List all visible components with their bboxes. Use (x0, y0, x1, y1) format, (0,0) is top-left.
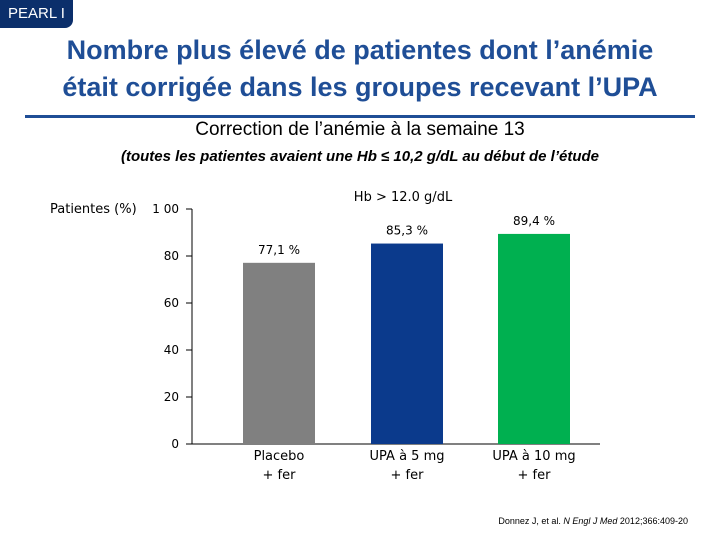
y-tick-label: 1 00 (152, 202, 179, 216)
y-tick-label: 80 (164, 249, 179, 263)
x-category-label: UPA à 10 mg (492, 449, 575, 464)
citation: Donnez J, et al. N Engl J Med 2012;366:4… (498, 516, 688, 526)
title-line-1: Nombre plus élevé de patientes dont l’an… (66, 35, 654, 65)
citation-details: 2012;366:409-20 (617, 516, 688, 526)
y-tick-label: 0 (171, 437, 179, 451)
x-category-label: + fer (263, 468, 297, 483)
citation-journal: N Engl J Med (563, 516, 618, 526)
study-tag: PEARL I (0, 0, 73, 28)
citation-authors: Donnez J, et al. (498, 516, 564, 526)
title-divider (25, 115, 695, 118)
y-tick-label: 40 (164, 343, 179, 357)
bar (243, 262, 315, 444)
chart-title: Hb > 12.0 g/dL (354, 190, 453, 205)
bar (498, 233, 570, 444)
x-category-label: + fer (518, 468, 552, 483)
baseline-note: (toutes les patientes avaient une Hb ≤ 1… (120, 148, 600, 165)
bar-value-label: 77,1 % (258, 243, 300, 257)
x-category-label: + fer (391, 468, 425, 483)
slide-title: Nombre plus élevé de patientes dont l’an… (30, 32, 690, 106)
x-category-label: Placebo (254, 449, 305, 464)
bar-value-label: 89,4 % (513, 214, 555, 228)
chart-subtitle: Correction de l’anémie à la semaine 13 (195, 119, 525, 140)
y-tick-label: 60 (164, 296, 179, 310)
bar (371, 243, 443, 444)
bar-value-label: 85,3 % (386, 224, 428, 238)
title-line-2: était corrigée dans les groupes recevant… (62, 72, 658, 102)
y-axis-label: Patientes (%) (50, 202, 137, 217)
x-category-label: UPA à 5 mg (370, 449, 445, 464)
y-tick-label: 20 (164, 390, 179, 404)
